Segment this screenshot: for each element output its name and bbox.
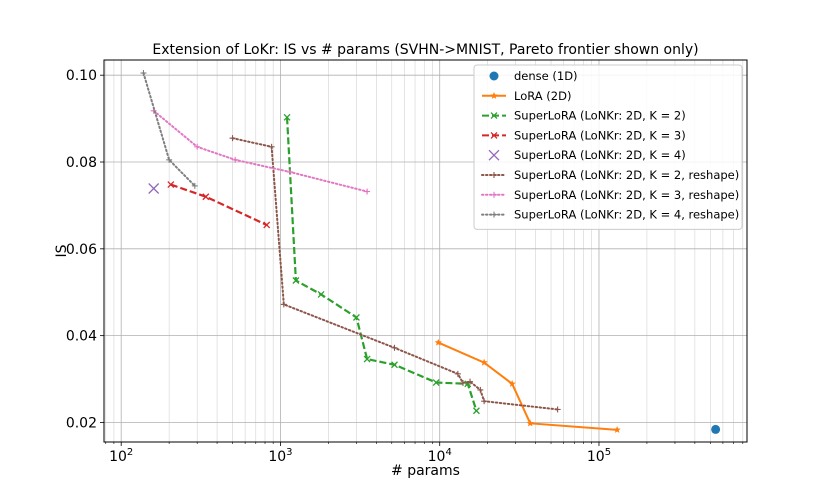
plot-series (140, 70, 721, 434)
data-point (194, 143, 201, 150)
chart-title: Extension of LoKr: IS vs # params (SVHN-… (152, 42, 698, 58)
legend-label: SuperLoRA (LoNKr: 2D, K = 3) (514, 128, 686, 142)
data-point (434, 338, 442, 346)
legend-label: SuperLoRA (LoNKr: 2D, K = 3, reshape) (514, 188, 739, 202)
data-point (613, 426, 621, 433)
series-8 (140, 70, 198, 189)
data-point (280, 301, 287, 308)
series-6 (229, 135, 561, 413)
legend-marker (491, 172, 497, 178)
legend-entry: SuperLoRA (LoNKr: 2D, K = 2, reshape) (481, 168, 739, 182)
legend-label: SuperLoRA (LoNKr: 2D, K = 4, reshape) (514, 208, 739, 222)
x-axis-label: # params (391, 463, 460, 479)
legend-marker (490, 131, 498, 139)
legend-marker (488, 149, 500, 161)
legend-entry: SuperLoRA (LoNKr: 2D, K = 3, reshape) (481, 188, 739, 202)
data-point (459, 379, 466, 386)
data-point (317, 290, 325, 298)
series-line (285, 117, 478, 412)
legend-entry: SuperLoRA (LoNKr: 2D, K = 2) (482, 109, 686, 123)
legend-label: dense (1D) (514, 69, 578, 83)
legend-marker (490, 112, 498, 120)
x-tick-label: 105 (587, 447, 611, 465)
data-point (283, 113, 291, 121)
legend-label: LoRA (2D) (514, 89, 571, 103)
data-point (191, 182, 198, 189)
legend-box (473, 64, 743, 230)
series-5 (148, 183, 160, 194)
data-point (232, 156, 239, 163)
legend-marker (490, 92, 498, 99)
data-point (467, 378, 474, 385)
x-tick-label: 104 (428, 447, 452, 465)
legend-marker (491, 191, 497, 198)
y-tick-label: 0.10 (66, 68, 97, 84)
data-point (167, 181, 175, 189)
data-point (454, 370, 461, 377)
data-point (352, 313, 360, 321)
y-tick-label: 0.06 (66, 242, 97, 258)
series-4 (167, 181, 271, 229)
legend-label: SuperLoRA (LoNKr: 2D, K = 2) (514, 109, 686, 123)
data-point (166, 156, 173, 163)
data-point (711, 424, 721, 434)
y-tick-label: 0.04 (66, 329, 97, 345)
data-point (481, 398, 488, 405)
legend-entry: SuperLoRA (LoNKr: 2D, K = 4) (488, 148, 686, 162)
series-1 (711, 424, 721, 434)
data-point (554, 406, 561, 413)
data-point (287, 168, 294, 175)
axis-ticks: 0.02 0.04 0.06 0.08 0.10 102 103 104 105 (66, 68, 744, 465)
data-point (391, 344, 398, 351)
data-point (472, 407, 480, 415)
series-line (231, 137, 559, 411)
data-point (477, 386, 484, 393)
data-point (480, 358, 488, 366)
legend-label: SuperLoRA (LoNKr: 2D, K = 2, reshape) (514, 168, 739, 182)
legend-marker (491, 211, 497, 218)
series-2 (434, 338, 621, 433)
legend-marker (489, 71, 499, 81)
data-point (432, 379, 440, 386)
data-point (202, 193, 210, 201)
data-point (140, 70, 147, 77)
series-line (170, 183, 268, 226)
y-tick-label: 0.08 (66, 155, 97, 171)
legend-entry: SuperLoRA (LoNKr: 2D, K = 3) (482, 128, 686, 142)
x-tick-label: 103 (268, 447, 292, 465)
data-point (268, 143, 275, 150)
data-point (148, 183, 160, 194)
legend-entry: LoRA (2D) (482, 89, 571, 103)
x-tick-label: 102 (109, 447, 133, 465)
legend-label: SuperLoRA (LoNKr: 2D, K = 4) (514, 148, 686, 162)
data-point (363, 355, 371, 363)
data-point (526, 419, 534, 427)
data-point (508, 380, 516, 387)
y-tick-label: 0.02 (66, 415, 97, 431)
data-point (391, 361, 398, 369)
data-point (263, 221, 271, 229)
data-point (229, 135, 236, 142)
legend: dense (1D) LoRA (2D) SuperLoRA (LoNKr: 2D,… (473, 64, 743, 230)
legend-entry: dense (1D) (489, 69, 578, 83)
legend-entry: SuperLoRA (LoNKr: 2D, K = 4, reshape) (481, 208, 739, 222)
y-axis-label: IS (54, 244, 70, 257)
data-point (292, 277, 300, 284)
series-line (142, 72, 196, 187)
plot-frame (103, 59, 748, 443)
data-point (364, 188, 371, 195)
series-3 (283, 113, 480, 415)
